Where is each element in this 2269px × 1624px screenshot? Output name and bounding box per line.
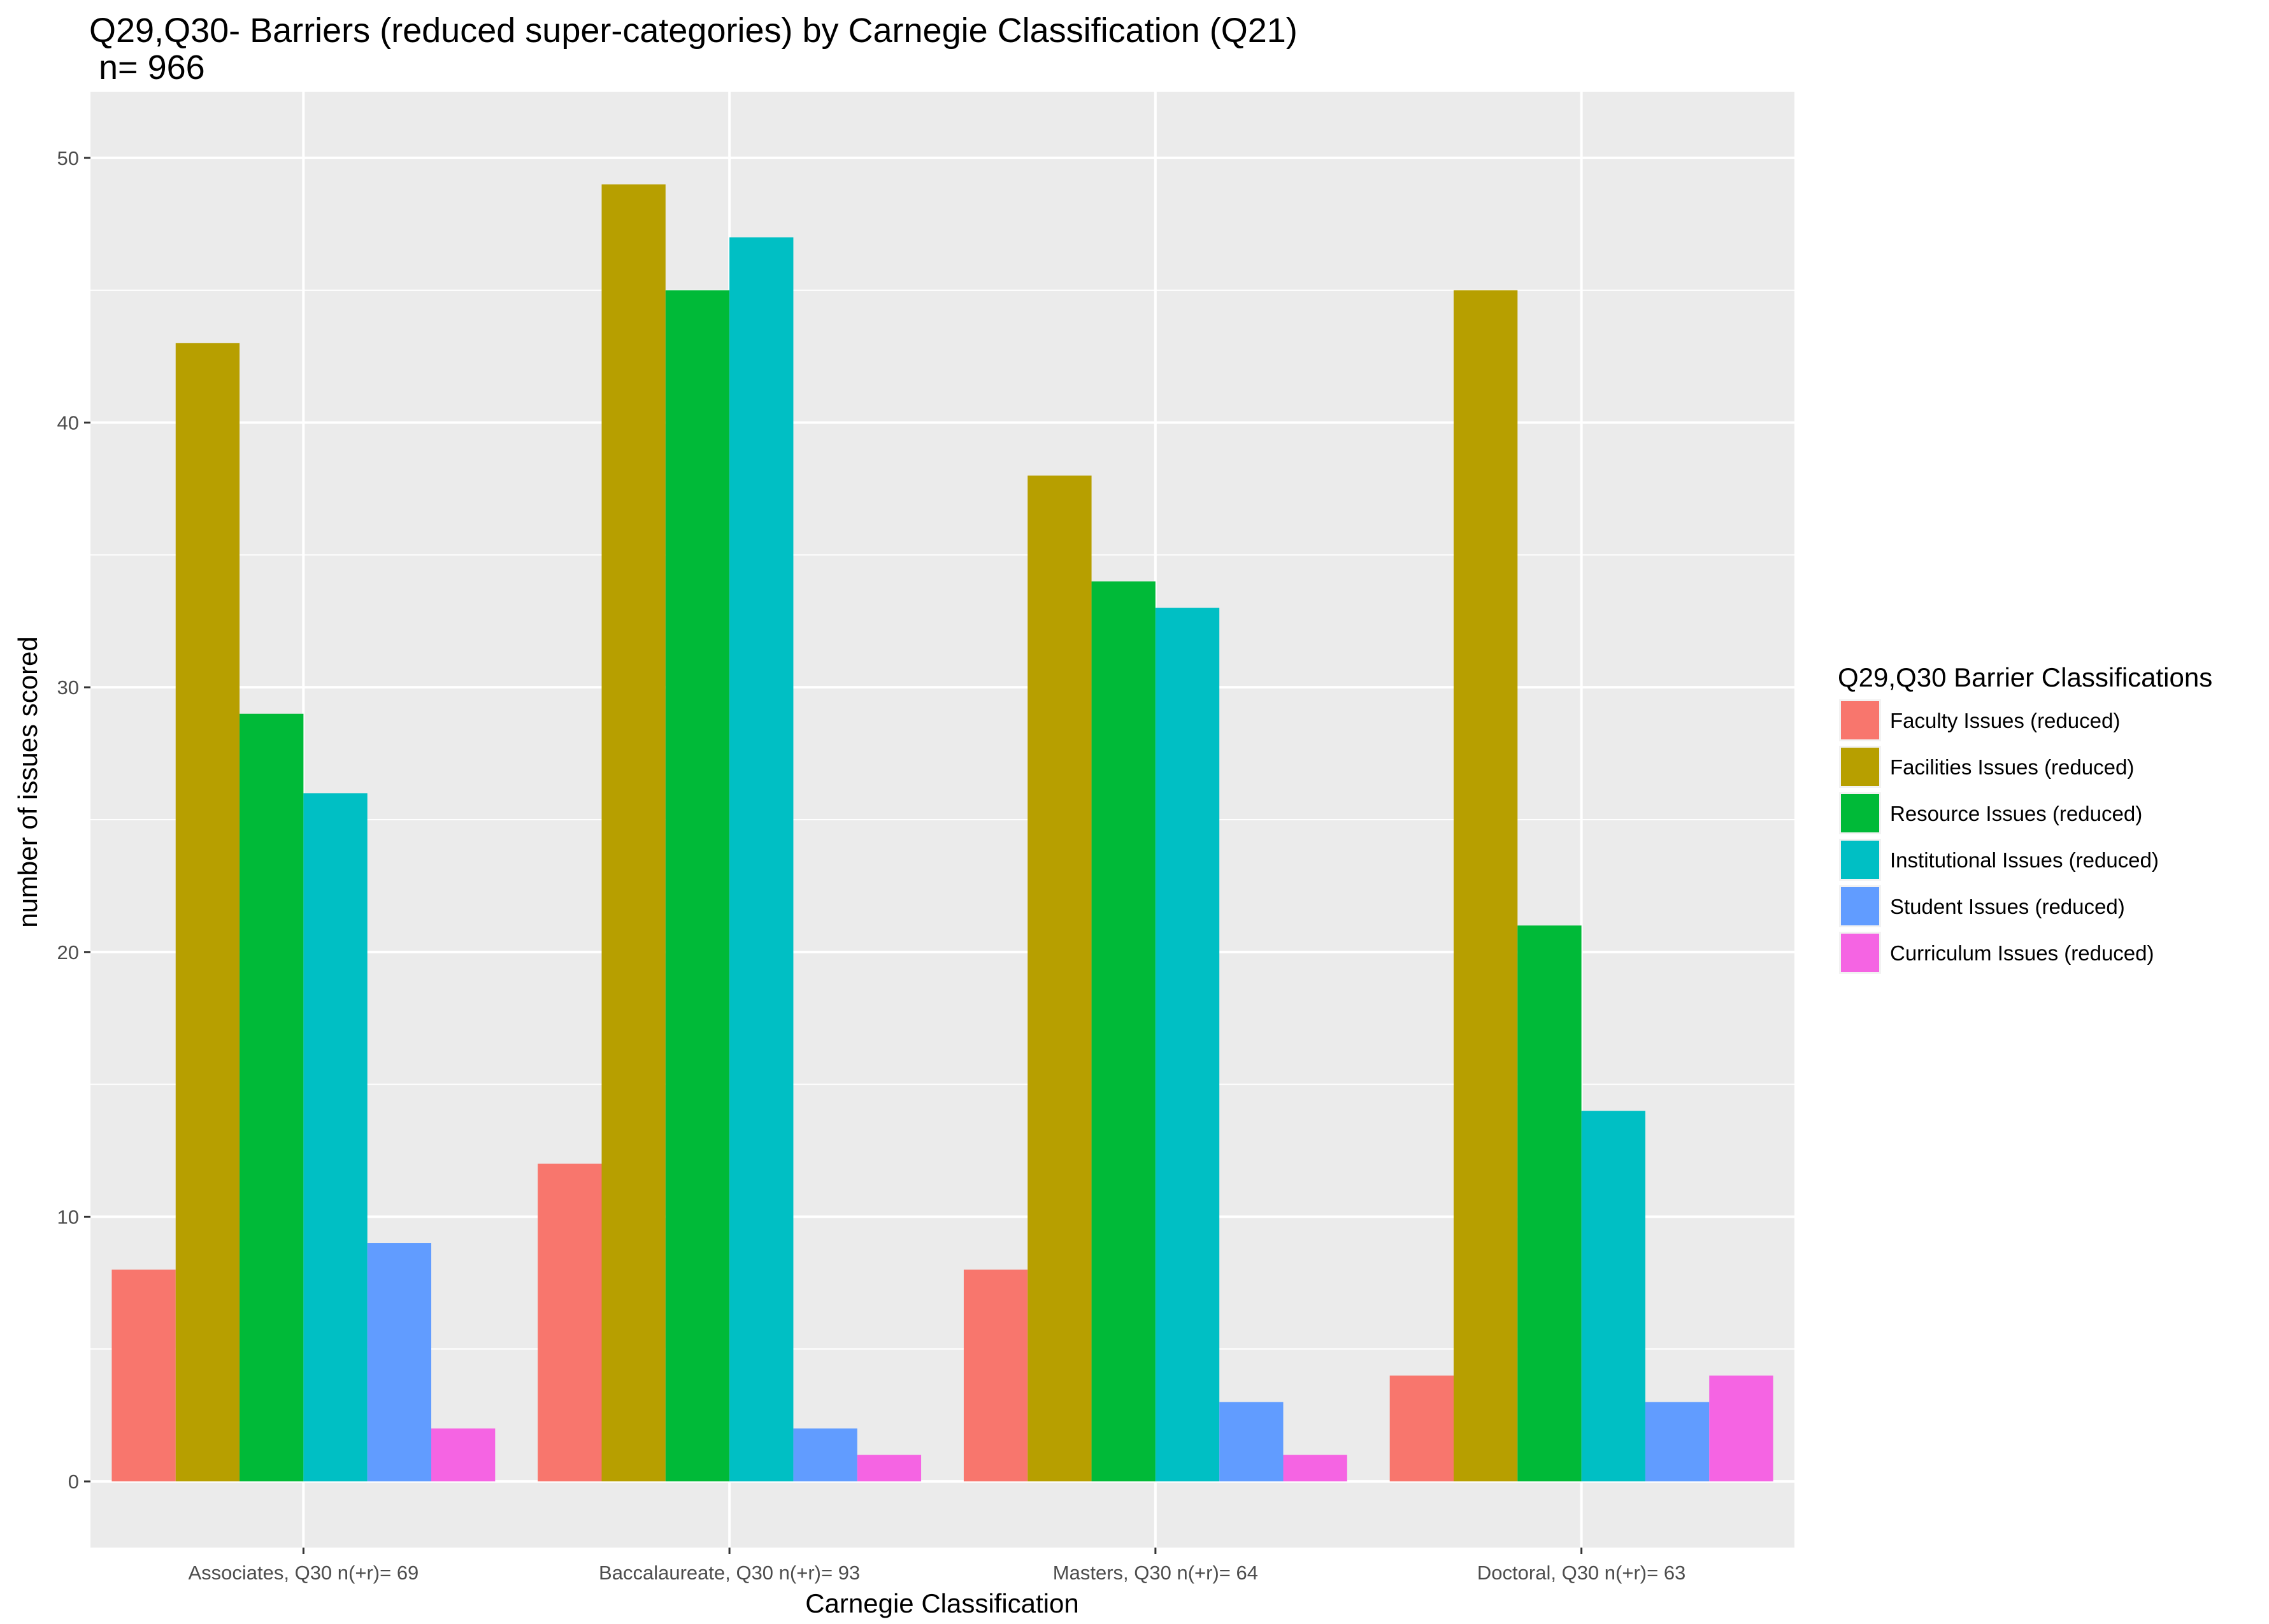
- y-axis-ticks: 0 10 20 30 40 50: [57, 147, 90, 1493]
- x-tick-label: Baccalaureate, Q30 n(+r)= 93: [599, 1562, 860, 1584]
- y-axis-title: number of issues scored: [13, 636, 43, 928]
- legend-key: [1841, 748, 1879, 786]
- legend-label: Facilities Issues (reduced): [1890, 755, 2134, 779]
- y-tick-label: 30: [57, 676, 79, 699]
- bar: [111, 1269, 176, 1482]
- bar: [1389, 1375, 1454, 1482]
- y-tick-label: 20: [57, 941, 79, 964]
- x-tick-label: Masters, Q30 n(+r)= 64: [1053, 1562, 1258, 1584]
- bar: [857, 1455, 922, 1482]
- bar: [431, 1428, 496, 1482]
- chart-title: Q29,Q30- Barriers (reduced super-categor…: [89, 11, 1298, 50]
- bar: [175, 343, 240, 1482]
- legend: Q29,Q30 Barrier Classifications Faculty …: [1838, 662, 2212, 974]
- bar: [665, 290, 730, 1482]
- bar: [1027, 475, 1092, 1482]
- x-axis-ticks: Associates, Q30 n(+r)= 69 Baccalaureate, …: [188, 1548, 1686, 1584]
- legend-title: Q29,Q30 Barrier Classifications: [1838, 662, 2212, 692]
- bar: [1091, 581, 1156, 1482]
- bar: [1645, 1402, 1710, 1482]
- bar: [303, 793, 368, 1482]
- legend-key: [1841, 841, 1879, 879]
- legend-key: [1841, 794, 1879, 832]
- bar: [367, 1243, 431, 1482]
- y-tick-label: 50: [57, 147, 79, 169]
- bar: [729, 237, 794, 1482]
- bar: [1155, 608, 1220, 1482]
- bar: [538, 1164, 602, 1482]
- y-tick-label: 0: [68, 1471, 79, 1493]
- legend-key: [1841, 934, 1879, 972]
- bar: [601, 184, 666, 1482]
- legend-label: Resource Issues (reduced): [1890, 802, 2142, 825]
- legend-key: [1841, 887, 1879, 925]
- bar: [963, 1269, 1028, 1482]
- bar: [1454, 290, 1518, 1482]
- y-tick-label: 10: [57, 1206, 79, 1228]
- legend-key: [1841, 701, 1879, 739]
- bar: [240, 713, 304, 1482]
- chart-subtitle: n= 966: [89, 48, 205, 87]
- y-tick-label: 40: [57, 412, 79, 434]
- bars: [111, 184, 1773, 1482]
- x-axis-title: Carnegie Classification: [805, 1588, 1079, 1618]
- x-tick-label: Doctoral, Q30 n(+r)= 63: [1477, 1562, 1686, 1584]
- bar: [1219, 1402, 1284, 1482]
- bar: [1581, 1111, 1645, 1482]
- legend-label: Curriculum Issues (reduced): [1890, 941, 2154, 965]
- bar: [1709, 1375, 1773, 1482]
- legend-label: Student Issues (reduced): [1890, 895, 2125, 918]
- legend-label: Institutional Issues (reduced): [1890, 848, 2159, 872]
- bar: [793, 1428, 857, 1482]
- legend-label: Faculty Issues (reduced): [1890, 709, 2120, 732]
- x-tick-label: Associates, Q30 n(+r)= 69: [188, 1562, 419, 1584]
- bar: [1517, 925, 1582, 1482]
- bar: [1283, 1455, 1347, 1482]
